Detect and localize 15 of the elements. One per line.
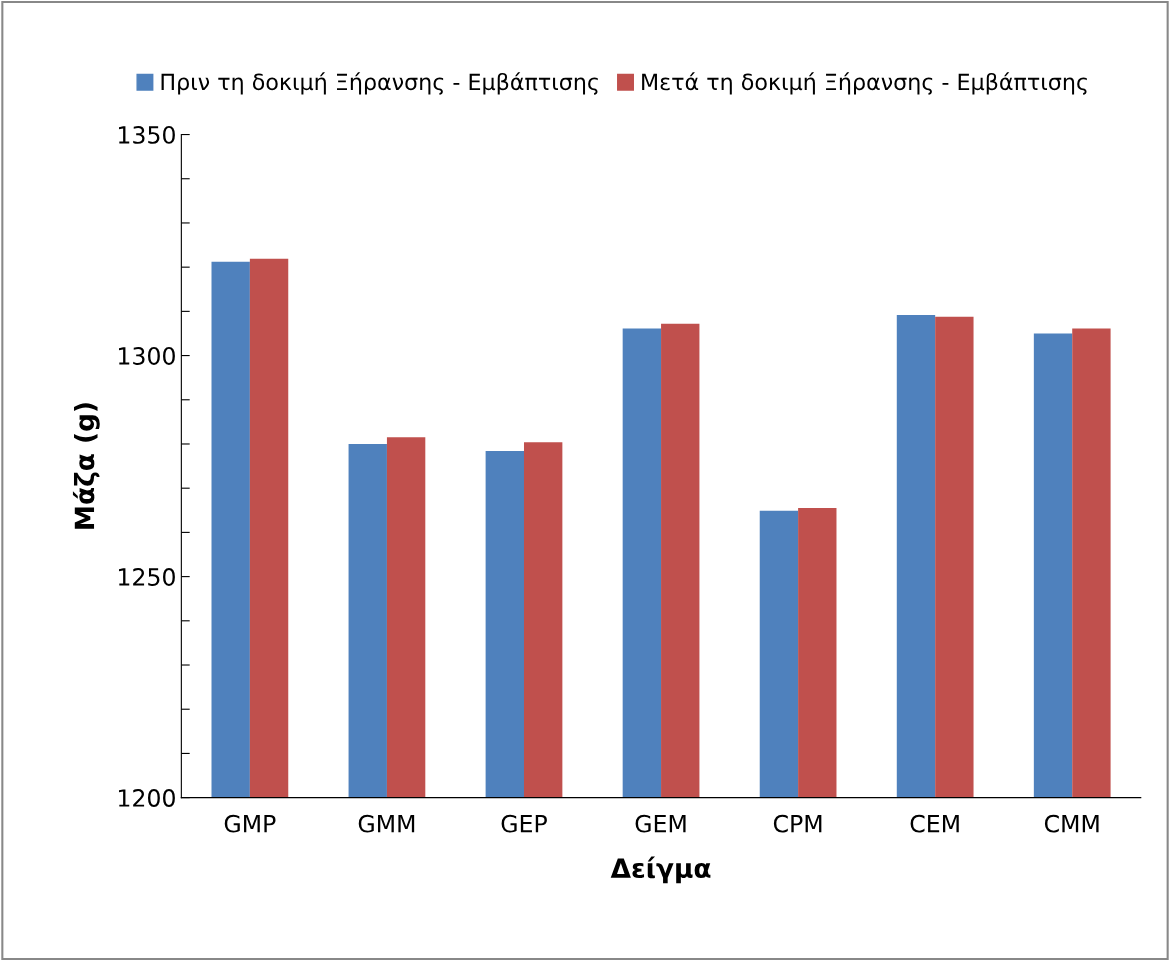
x-tick-label: CPM [773,814,822,833]
y-tick-label: 1200 [118,789,175,807]
legend-label: Πριν τη δοκιμή Ξήρανσης - Εμβάπτισης [161,72,598,95]
x-tick-label: CEM [910,814,959,833]
y-axis-title: Μάζα (g) [72,403,100,529]
legend-label: Μετά τη δοκιμή Ξήρανσης - Εμβάπτισης [642,72,1087,95]
x-tick-label: GMM [358,814,415,833]
x-tick-label: GEM [635,814,686,833]
y-tick-label: 1350 [118,125,175,144]
x-tick-label: GMP [224,814,276,833]
x-axis-title: Δείγμα [610,856,711,884]
x-tick-label: CMM [1044,814,1099,833]
y-tick-label: 1250 [118,568,175,586]
y-tick-label: 1300 [118,347,175,365]
x-tick-label: GEP [501,814,547,833]
